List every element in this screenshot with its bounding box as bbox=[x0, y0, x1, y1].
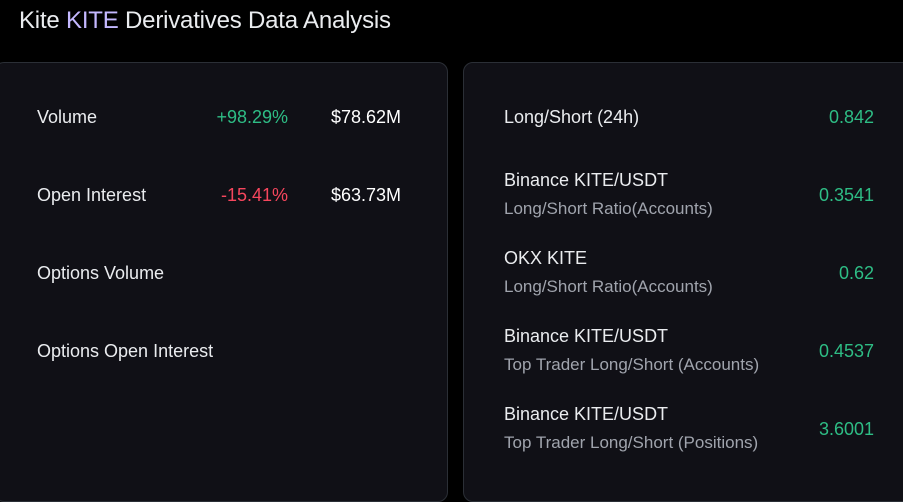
binance-ratio-accounts-label: Binance KITE/USDT bbox=[504, 170, 669, 190]
volume-row: Volume +98.29% $78.62M bbox=[37, 107, 447, 131]
title-suffix: Derivatives Data Analysis bbox=[118, 7, 391, 34]
open-interest-value: $63.73M bbox=[330, 185, 401, 205]
title-prefix: Kite bbox=[19, 7, 67, 34]
options-volume-row: Options Volume bbox=[37, 263, 447, 287]
market-stats-card: Volume +98.29% $78.62M Open Interest -15… bbox=[0, 62, 448, 502]
binance-ratio-accounts-value: 0.3541 bbox=[818, 185, 874, 205]
binance-top-trader-positions-label: Binance KITE/USDT bbox=[504, 404, 669, 424]
options-volume-label: Options Volume bbox=[37, 263, 165, 283]
okx-ratio-accounts-label: OKX KITE bbox=[504, 248, 588, 268]
volume-change: +98.29% bbox=[216, 107, 288, 127]
binance-top-trader-accounts-sub: Top Trader Long/Short (Accounts) bbox=[504, 355, 760, 374]
long-short-24h-value: 0.842 bbox=[828, 107, 874, 127]
options-open-interest-label: Options Open Interest bbox=[37, 341, 214, 361]
title-token[interactable]: KITE bbox=[66, 7, 119, 34]
binance-top-trader-positions-sub: Top Trader Long/Short (Positions) bbox=[504, 433, 759, 452]
open-interest-label: Open Interest bbox=[37, 185, 147, 205]
okx-ratio-accounts-sub: Long/Short Ratio(Accounts) bbox=[504, 277, 713, 296]
volume-label: Volume bbox=[37, 107, 98, 127]
volume-value: $78.62M bbox=[330, 107, 401, 127]
binance-top-trader-positions-value: 3.6001 bbox=[818, 419, 874, 439]
binance-top-trader-accounts-label: Binance KITE/USDT bbox=[504, 326, 669, 346]
open-interest-row: Open Interest -15.41% $63.73M bbox=[37, 185, 447, 209]
open-interest-change: -15.41% bbox=[220, 185, 288, 205]
page-title: Kite KITE Derivatives Data Analysis bbox=[19, 7, 391, 35]
binance-ratio-accounts-sub: Long/Short Ratio(Accounts) bbox=[504, 199, 713, 218]
long-short-24h-label: Long/Short (24h) bbox=[504, 107, 640, 127]
long-short-card: Long/Short (24h) 0.842 Binance KITE/USDT… bbox=[463, 62, 903, 502]
binance-top-trader-accounts-value: 0.4537 bbox=[818, 341, 874, 361]
options-open-interest-row: Options Open Interest bbox=[37, 341, 447, 365]
okx-ratio-accounts-value: 0.62 bbox=[838, 263, 874, 283]
